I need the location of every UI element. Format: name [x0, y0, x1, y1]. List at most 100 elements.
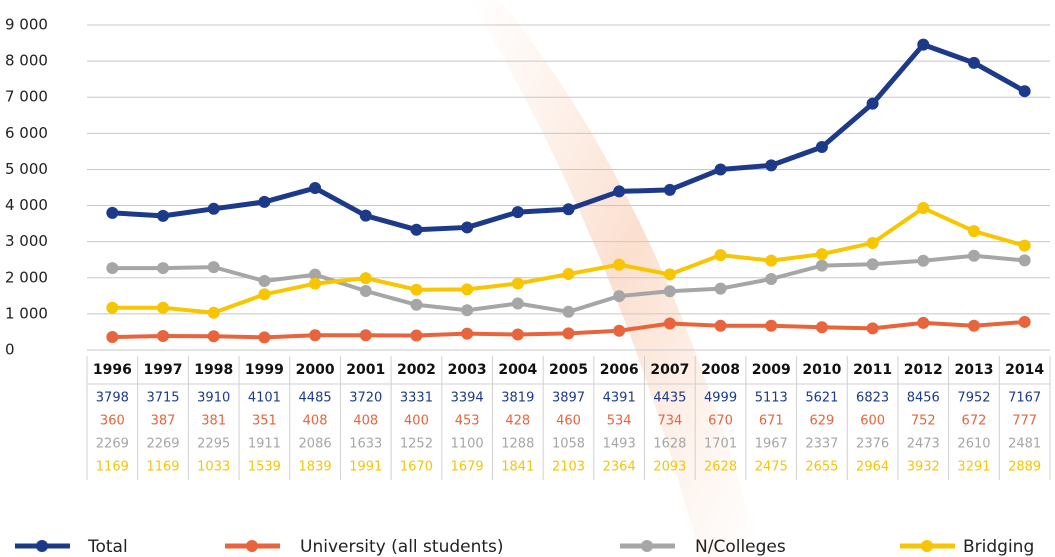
data-point [157, 262, 170, 275]
legend-marker [36, 540, 48, 552]
data-point [106, 301, 119, 314]
data-point [967, 56, 980, 69]
data-point [562, 203, 575, 216]
data-point [207, 261, 220, 274]
table-cell: 3910 [197, 391, 230, 406]
table-cell: 5621 [805, 391, 838, 406]
data-point [1018, 85, 1031, 98]
table-cell: 2269 [146, 437, 179, 452]
table-cell: 3819 [501, 391, 534, 406]
table-cell: 734 [657, 414, 682, 429]
data-point [461, 304, 474, 317]
table-cell: 2964 [856, 460, 889, 475]
x-tick-label: 2013 [954, 362, 993, 378]
y-tick-label: 8 000 [5, 52, 48, 70]
table-cell: 2481 [1008, 437, 1041, 452]
data-point [815, 248, 828, 261]
table-cell: 2475 [755, 460, 788, 475]
x-tick-label: 2006 [600, 362, 639, 378]
data-point [967, 249, 980, 262]
data-point [967, 319, 980, 332]
data-point [815, 259, 828, 272]
data-point [714, 282, 727, 295]
y-tick-label: 7 000 [5, 88, 48, 106]
table-cell: 7167 [1008, 391, 1041, 406]
data-point [714, 163, 727, 176]
table-cell: 2337 [805, 437, 838, 452]
table-cell: 1288 [501, 437, 534, 452]
table-cell: 2086 [299, 437, 332, 452]
table-cell: 387 [151, 414, 176, 429]
x-tick-label: 2007 [650, 362, 689, 378]
table-cell: 1628 [653, 437, 686, 452]
data-point [309, 329, 322, 342]
data-point [866, 258, 879, 271]
table-cell: 670 [708, 414, 733, 429]
table-cell: 2610 [957, 437, 990, 452]
data-point [258, 274, 271, 287]
table-cell: 672 [962, 414, 987, 429]
table-cell: 534 [607, 414, 632, 429]
data-point [511, 297, 524, 310]
x-tick-label: 1997 [144, 362, 183, 378]
table-cell: 4391 [603, 391, 636, 406]
table-cell: 4435 [653, 391, 686, 406]
table-cell: 351 [252, 414, 277, 429]
data-point [866, 97, 879, 110]
table-cell: 777 [1012, 414, 1037, 429]
data-point [613, 324, 626, 337]
data-point [765, 159, 778, 172]
table-cell: 1100 [451, 437, 484, 452]
table-cell: 2364 [603, 460, 636, 475]
x-tick-label: 2008 [701, 362, 740, 378]
table-cell: 1169 [96, 460, 129, 475]
data-point [917, 254, 930, 267]
table-cell: 2269 [96, 437, 129, 452]
table-cell: 1911 [248, 437, 281, 452]
table-cell: 3331 [400, 391, 433, 406]
table-cell: 3932 [907, 460, 940, 475]
legend-label: N/Colleges [695, 537, 786, 557]
data-point [613, 185, 626, 198]
table-cell: 453 [455, 414, 480, 429]
data-point [613, 290, 626, 303]
data-point [967, 225, 980, 238]
x-tick-label: 2010 [802, 362, 841, 378]
legend-marker [921, 540, 933, 552]
data-point [714, 249, 727, 262]
table-cell: 6823 [856, 391, 889, 406]
x-tick-label: 2000 [296, 362, 335, 378]
data-point [714, 319, 727, 332]
data-point [663, 183, 676, 196]
table-cell: 4485 [299, 391, 332, 406]
table-cell: 4999 [704, 391, 737, 406]
table-cell: 3715 [146, 391, 179, 406]
data-point [511, 206, 524, 219]
data-point [765, 272, 778, 285]
data-point [765, 319, 778, 332]
legend-label: University (all students) [300, 537, 504, 557]
data-point [359, 209, 372, 222]
table-cell: 408 [303, 414, 328, 429]
data-point [562, 305, 575, 318]
table-cell: 1539 [248, 460, 281, 475]
x-tick-label: 2003 [448, 362, 487, 378]
data-point [157, 301, 170, 314]
data-point [157, 209, 170, 222]
table-cell: 1670 [400, 460, 433, 475]
table-cell: 7952 [957, 391, 990, 406]
data-point [866, 322, 879, 335]
legend-marker [641, 540, 653, 552]
data-point [1018, 315, 1031, 328]
data-point [106, 262, 119, 275]
data-point [461, 283, 474, 296]
legend-marker [246, 540, 258, 552]
x-tick-label: 1996 [93, 362, 132, 378]
table-cell: 1679 [451, 460, 484, 475]
data-point [309, 268, 322, 281]
data-point [359, 272, 372, 285]
table-cell: 2093 [653, 460, 686, 475]
legend-label: Total [87, 537, 128, 557]
table-cell: 1839 [299, 460, 332, 475]
